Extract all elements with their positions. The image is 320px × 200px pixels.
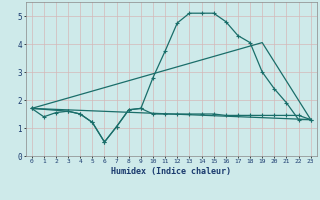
X-axis label: Humidex (Indice chaleur): Humidex (Indice chaleur) xyxy=(111,167,231,176)
